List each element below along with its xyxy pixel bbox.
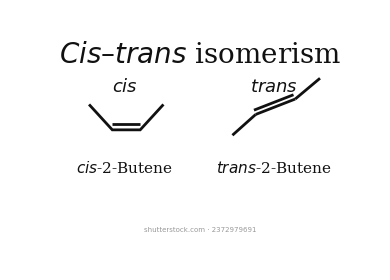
Text: $\it{trans}$-2-Butene: $\it{trans}$-2-Butene bbox=[216, 160, 331, 176]
Text: $\it{Cis}$–$\it{trans}$ isomerism: $\it{Cis}$–$\it{trans}$ isomerism bbox=[59, 42, 341, 69]
Text: shutterstock.com · 2372979691: shutterstock.com · 2372979691 bbox=[144, 227, 256, 233]
Text: $\it{cis}$-2-Butene: $\it{cis}$-2-Butene bbox=[76, 160, 173, 176]
Text: $\it{cis}$: $\it{cis}$ bbox=[112, 78, 138, 97]
Text: $\it{trans}$: $\it{trans}$ bbox=[250, 78, 298, 97]
